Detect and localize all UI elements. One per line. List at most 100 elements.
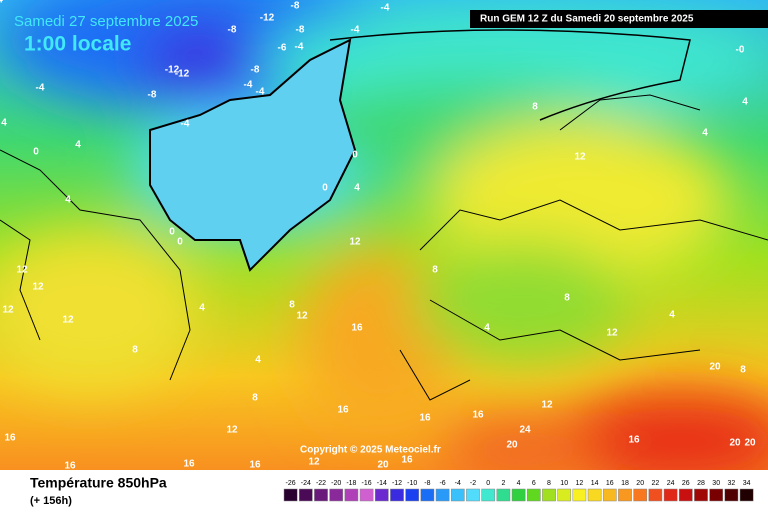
contour-label: 12 <box>32 282 44 293</box>
scale-label: 22 <box>652 480 660 487</box>
contour-label: 4 <box>669 310 675 321</box>
contour-label: 16 <box>419 413 431 424</box>
contour-label: 0 <box>169 227 175 238</box>
temperature-field <box>0 0 768 490</box>
scale-swatch <box>648 488 663 502</box>
contour-label: 16 <box>472 410 484 421</box>
scale-swatch <box>359 488 374 502</box>
contour-label: -0 <box>736 45 745 56</box>
scale-swatch <box>390 488 404 502</box>
scale-label: -20 <box>331 480 341 487</box>
scale-label: -2 <box>470 480 476 487</box>
contour-label: 12 <box>574 152 586 163</box>
scale-swatch <box>435 488 450 502</box>
contour-label: 4 <box>484 323 490 334</box>
scale-label: 20 <box>636 480 644 487</box>
contour-label: 4 <box>742 97 748 108</box>
contour-label: 12 <box>16 265 28 276</box>
contour-label: -4 <box>181 119 190 130</box>
scale-label: 4 <box>517 480 521 487</box>
scale-swatch <box>618 488 632 502</box>
scale-swatch <box>663 488 678 502</box>
scale-swatch <box>344 488 359 502</box>
scale-label: 2 <box>501 480 505 487</box>
scale-label: -8 <box>424 480 430 487</box>
scale-label: 14 <box>591 480 599 487</box>
scale-label: -6 <box>439 480 445 487</box>
scale-swatch <box>526 488 541 502</box>
contour-label: 12 <box>308 457 320 468</box>
contour-label: -8 <box>296 25 305 36</box>
contour-label: 20 <box>729 438 741 449</box>
contour-label: 4 <box>199 303 205 314</box>
scale-swatch <box>374 488 389 502</box>
contour-label: 4 <box>255 355 261 366</box>
contour-label: -4 <box>244 80 253 91</box>
scale-label: 12 <box>576 480 584 487</box>
scale-label: -12 <box>392 480 402 487</box>
contour-label: 8 <box>564 293 570 304</box>
field-title: Température 850hPa <box>30 475 167 491</box>
scale-label: 18 <box>621 480 629 487</box>
scale-label: 16 <box>606 480 614 487</box>
scale-label: 0 <box>486 480 490 487</box>
scale-swatch <box>557 488 572 502</box>
contour-label: 16 <box>351 323 363 334</box>
contour-label: -4 <box>381 3 390 14</box>
scale-label: -16 <box>362 480 372 487</box>
contour-label: -12 <box>175 69 190 80</box>
scale-swatch <box>739 488 754 502</box>
contour-label: 16 <box>64 461 76 472</box>
contour-label: 20 <box>709 362 721 373</box>
contour-label: -8 <box>148 90 157 101</box>
contour-label: 16 <box>249 460 261 471</box>
scale-swatch <box>405 488 420 502</box>
contour-label: 4 <box>75 140 81 151</box>
contour-label: -6 <box>278 43 287 54</box>
scale-swatch <box>511 488 526 502</box>
contour-label: 0 <box>177 237 183 248</box>
contour-label: 12 <box>541 400 553 411</box>
scale-swatch <box>298 488 313 502</box>
scale-swatch <box>678 488 693 502</box>
contour-label: 8 <box>432 265 438 276</box>
contour-label: 12 <box>349 237 361 248</box>
scale-swatch <box>329 488 344 502</box>
contour-label: 8 <box>252 393 258 404</box>
scale-label: -18 <box>346 480 356 487</box>
scale-swatch <box>481 488 496 502</box>
contour-label: -4 <box>351 25 360 36</box>
scale-label: 8 <box>547 480 551 487</box>
map-time: 1:00 locale <box>24 33 131 56</box>
scale-swatch <box>633 488 648 502</box>
contour-label: 16 <box>183 459 195 470</box>
scale-label: 34 <box>743 480 751 487</box>
scale-swatch <box>314 488 328 502</box>
contour-label: 8 <box>132 345 138 356</box>
contour-label: -12 <box>165 65 180 76</box>
contour-label: -8 <box>228 25 237 36</box>
scale-swatch <box>450 488 465 502</box>
contour-label: -12 <box>260 13 275 24</box>
contour-label: 8 <box>532 102 538 113</box>
scale-label: -10 <box>407 480 417 487</box>
contour-label: 8 <box>740 365 746 376</box>
scale-label: 30 <box>712 480 720 487</box>
contour-label: 4 <box>702 128 708 139</box>
contour-label: 20 <box>744 438 756 449</box>
scale-label: -26 <box>286 480 296 487</box>
contour-label: 12 <box>226 425 238 436</box>
contour-label: 0 <box>33 147 39 158</box>
contour-label: 16 <box>337 405 349 416</box>
contour-label: -4 <box>36 83 45 94</box>
scale-label: -22 <box>316 480 326 487</box>
scale-swatch <box>587 488 602 502</box>
contour-label: 4 <box>0 0 3 6</box>
scale-label: 10 <box>560 480 568 487</box>
contour-label: 8 <box>289 300 295 311</box>
scale-swatch <box>572 488 587 502</box>
lead-time: (+ 156h) <box>30 495 72 507</box>
contour-label: 0 <box>322 183 328 194</box>
contour-label: -4 <box>295 42 304 53</box>
